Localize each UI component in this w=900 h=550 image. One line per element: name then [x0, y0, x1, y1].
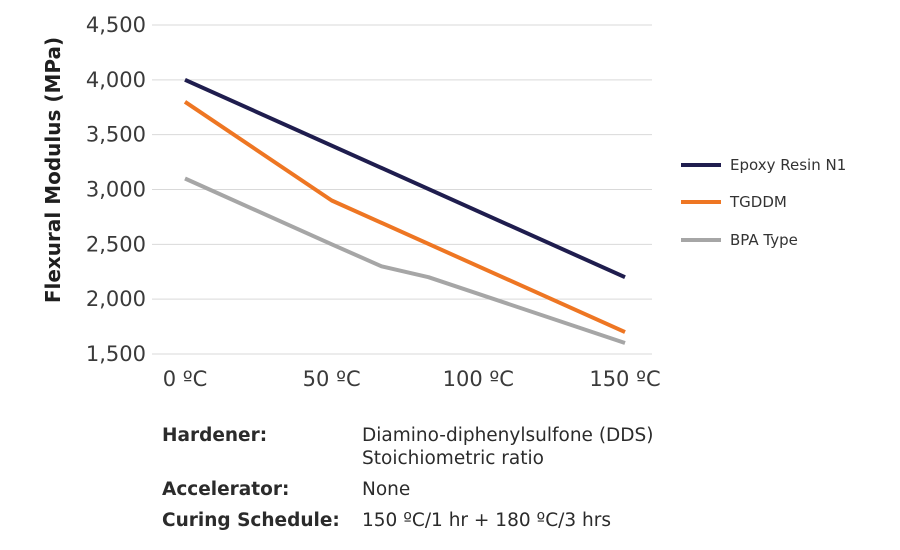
- legend-label-bpa-type: BPA Type: [730, 231, 798, 249]
- accelerator-value: None: [362, 478, 410, 501]
- accelerator-label: Accelerator:: [162, 479, 290, 500]
- hardener-value: Diamino-diphenylsulfone (DDS) Stoichiome…: [362, 424, 653, 470]
- y-tick-label: 3,000: [86, 178, 146, 202]
- series-line-bpa-type: [184, 176, 626, 345]
- x-tick-label: 50 ºC: [303, 367, 361, 391]
- note-row-hardener: Hardener: Diamino-diphenylsulfone (DDS) …: [162, 424, 653, 470]
- curing-schedule-label: Curing Schedule:: [162, 510, 340, 531]
- y-tick-label: 2,000: [86, 287, 146, 311]
- note-row-accelerator: Accelerator: None: [162, 478, 653, 501]
- y-tick-label: 4,000: [86, 68, 146, 92]
- curing-schedule-value-line: 150 ºC/1 hr + 180 ºC/3 hrs: [362, 510, 611, 531]
- legend-label-tgddm: TGDDM: [729, 193, 787, 211]
- y-axis-title: Flexural Modulus (MPa): [41, 37, 65, 303]
- x-tick-label: 100 ºC: [443, 367, 514, 391]
- hardener-value-line: Stoichiometric ratio: [362, 448, 544, 469]
- y-tick-label: 3,500: [86, 123, 146, 147]
- hardener-label: Hardener:: [162, 425, 268, 446]
- curing-schedule-value: 150 ºC/1 hr + 180 ºC/3 hrs: [362, 509, 611, 532]
- x-tick-label: 150 ºC: [589, 367, 660, 391]
- series-line-epoxy-resin-n1: [184, 77, 626, 280]
- y-tick-label: 1,500: [86, 342, 146, 366]
- hardener-value-line: Diamino-diphenylsulfone (DDS): [362, 425, 654, 446]
- legend-label-epoxy-resin-n1: Epoxy Resin N1: [730, 156, 846, 174]
- line-chart: 1,500 2,000 2,500 3,000 3,500 4,000 4,500 0 ºC…: [41, 13, 846, 391]
- note-row-curing-schedule: Curing Schedule: 150 ºC/1 hr + 180 ºC/3 …: [162, 509, 653, 532]
- y-tick-label: 4,500: [86, 13, 146, 37]
- x-tick-label: 0 ºC: [163, 367, 208, 391]
- y-tick-label: 2,500: [86, 232, 146, 256]
- notes-table: Hardener: Diamino-diphenylsulfone (DDS) …: [162, 424, 653, 540]
- accelerator-value-line: None: [362, 479, 411, 500]
- series-line-tgddm: [183, 100, 626, 334]
